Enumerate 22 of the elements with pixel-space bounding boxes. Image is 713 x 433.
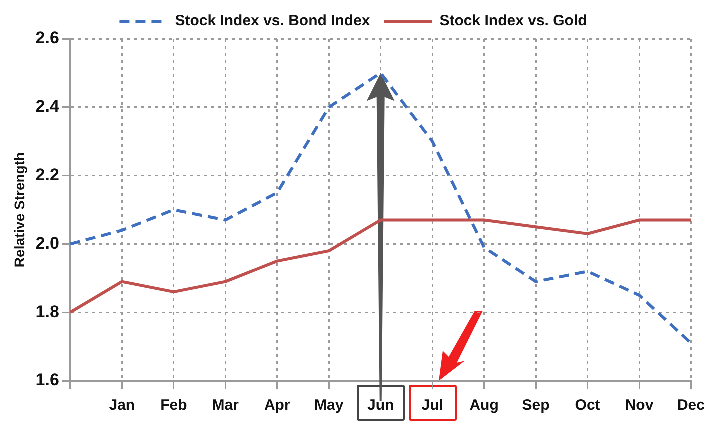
x-tick-label: May (314, 397, 344, 414)
y-tick-label: 1.8 (36, 302, 60, 322)
x-tick-label: Feb (160, 397, 188, 414)
x-tick-label: Jan (109, 397, 136, 414)
x-tick-label: Aug (470, 397, 499, 414)
legend-label: Stock Index vs. Gold (440, 12, 588, 30)
x-tick-label: Dec (677, 397, 706, 414)
x-tick-label: Nov (625, 397, 654, 414)
y-tick-label: 2.0 (36, 234, 60, 253)
legend-label: Stock Index vs. Bond Index (175, 12, 371, 30)
x-tick-label: Jul (422, 397, 444, 414)
y-tick-label: 2.4 (36, 97, 60, 116)
x-tick-label: Sep (522, 397, 550, 414)
y-tick-label: 1.6 (36, 370, 60, 390)
y-axis-title: Relative Strength (11, 152, 28, 268)
line-series (68, 72, 693, 345)
x-tick-label: Mar (212, 397, 240, 414)
y-tick-label: 2.6 (36, 28, 60, 48)
x-tick-label: Apr (264, 397, 290, 414)
y-tick-label: 2.2 (36, 165, 60, 184)
x-tick-label: Jun (368, 397, 394, 414)
x-tick-label: Oct (575, 397, 600, 414)
